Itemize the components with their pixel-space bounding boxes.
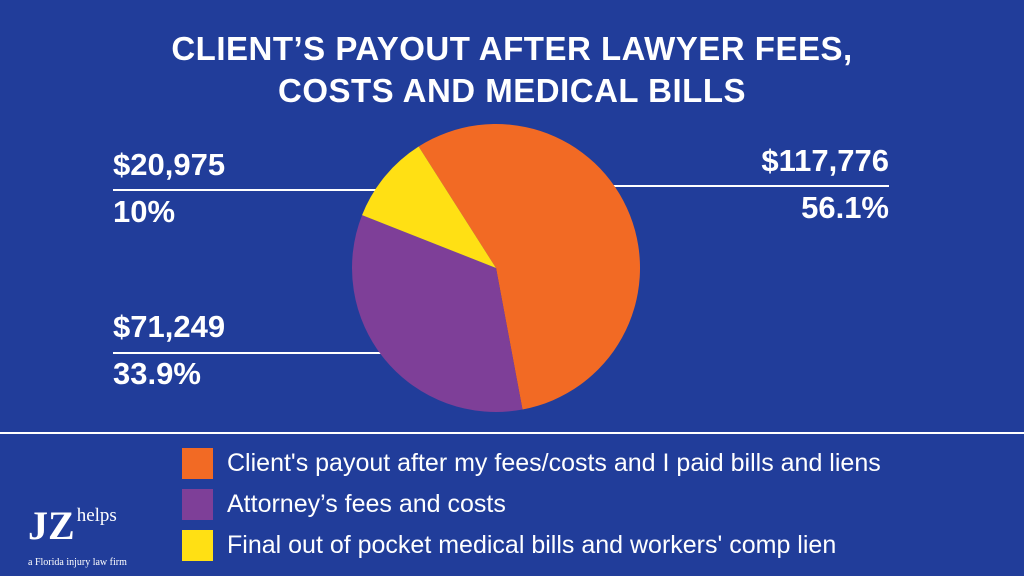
callout-attorney-fees-amount: $71,249 [113, 309, 226, 344]
logo-sub-text: helps [76, 505, 117, 526]
callout-medical-bills: $20,975 10% [113, 147, 225, 230]
callout-medical-bills-percent: 10% [113, 194, 176, 229]
legend-swatch-medical-bills [182, 530, 213, 561]
legend-item-medical-bills: Final out of pocket medical bills and wo… [182, 525, 881, 566]
callout-attorney-fees: $71,249 33.9% [113, 309, 225, 392]
logo-main-text: JZ [28, 503, 75, 548]
chart-title-line-2: COSTS AND MEDICAL BILLS [277, 72, 746, 109]
legend: Client's payout after my fees/costs and … [182, 443, 881, 566]
callout-medical-bills-amount: $20,975 [113, 147, 226, 182]
legend-item-client-payout: Client's payout after my fees/costs and … [182, 443, 881, 484]
callout-client-payout: $117,776 56.1% [761, 143, 889, 226]
pie-slice-client-payout [418, 123, 641, 410]
legend-item-attorney-fees: Attorney’s fees and costs [182, 484, 881, 525]
callout-client-payout-percent: 56.1% [801, 190, 889, 225]
legend-swatch-attorney-fees [182, 489, 213, 520]
callout-attorney-fees-percent: 33.9% [113, 356, 201, 391]
pie-slice-attorney-fees [352, 215, 523, 412]
legend-label-medical-bills: Final out of pocket medical bills and wo… [227, 531, 837, 559]
firm-logo: JZ helps a Florida injury law firm [28, 496, 127, 568]
legend-swatch-client-payout [182, 448, 213, 479]
chart-title: CLIENT’S PAYOUT AFTER LAWYER FEES, COSTS… [0, 28, 1024, 112]
chart-title-line-1: CLIENT’S PAYOUT AFTER LAWYER FEES, [171, 30, 853, 67]
logo-tagline: a Florida injury law firm [28, 557, 127, 568]
legend-label-attorney-fees: Attorney’s fees and costs [227, 490, 506, 518]
legend-divider [0, 432, 1024, 434]
pie-slice-medical-bills [362, 146, 496, 268]
legend-label-client-payout: Client's payout after my fees/costs and … [227, 449, 881, 477]
callout-client-payout-amount: $117,776 [761, 143, 889, 178]
